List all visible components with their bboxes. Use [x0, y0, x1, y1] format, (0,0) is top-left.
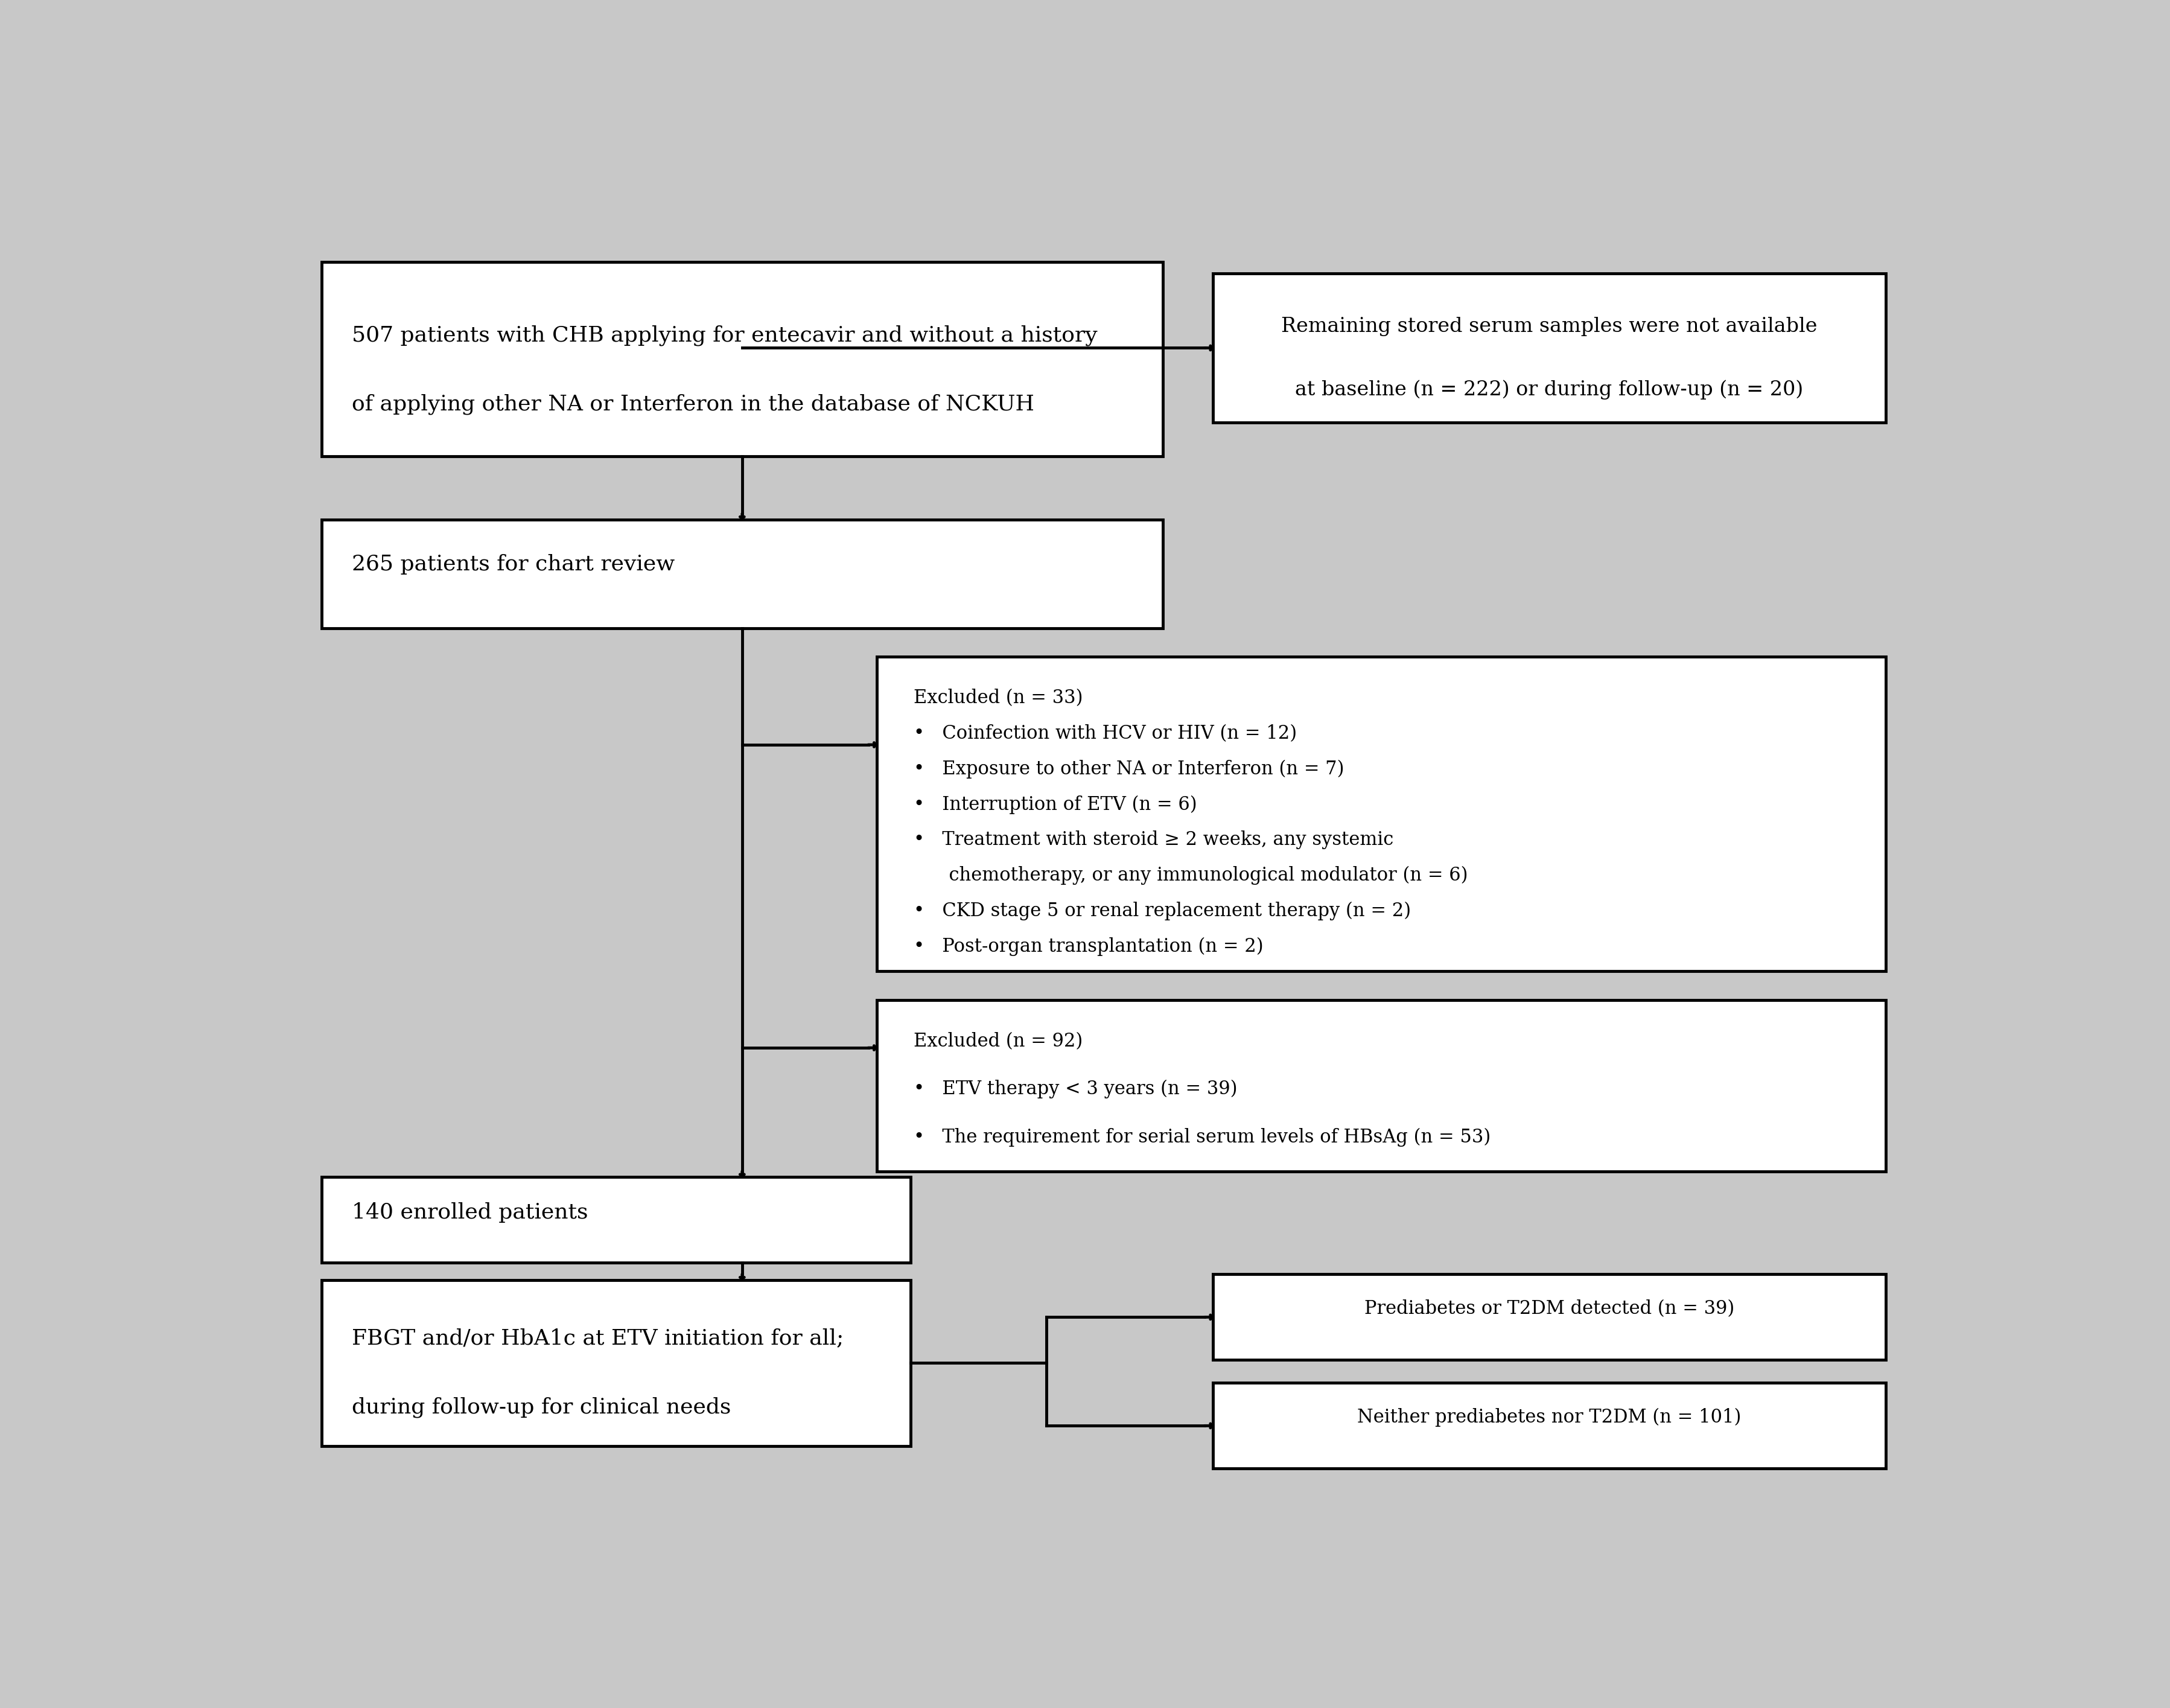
Text: of applying other NA or Interferon in the database of NCKUH: of applying other NA or Interferon in th… [352, 393, 1035, 415]
Text: Excluded (n = 33): Excluded (n = 33) [914, 688, 1083, 707]
Text: •   CKD stage 5 or renal replacement therapy (n = 2): • CKD stage 5 or renal replacement thera… [914, 902, 1410, 921]
Text: Prediabetes or T2DM detected (n = 39): Prediabetes or T2DM detected (n = 39) [1365, 1300, 1734, 1319]
FancyBboxPatch shape [1213, 1274, 1886, 1360]
Text: Excluded (n = 92): Excluded (n = 92) [914, 1032, 1083, 1050]
Text: 507 patients with CHB applying for entecavir and without a history: 507 patients with CHB applying for entec… [352, 325, 1098, 345]
Text: chemotherapy, or any immunological modulator (n = 6): chemotherapy, or any immunological modul… [914, 866, 1467, 885]
Text: •   The requirement for serial serum levels of HBsAg (n = 53): • The requirement for serial serum level… [914, 1127, 1491, 1146]
FancyBboxPatch shape [1213, 1383, 1886, 1469]
Text: •   Interruption of ETV (n = 6): • Interruption of ETV (n = 6) [914, 794, 1198, 815]
FancyBboxPatch shape [321, 1177, 911, 1262]
FancyBboxPatch shape [321, 1279, 911, 1445]
FancyBboxPatch shape [321, 519, 1163, 629]
FancyBboxPatch shape [877, 999, 1886, 1172]
Text: •   Coinfection with HCV or HIV (n = 12): • Coinfection with HCV or HIV (n = 12) [914, 724, 1298, 743]
FancyBboxPatch shape [321, 261, 1163, 456]
Text: Remaining stored serum samples were not available: Remaining stored serum samples were not … [1280, 318, 1818, 336]
FancyBboxPatch shape [877, 656, 1886, 972]
Text: •   Treatment with steroid ≥ 2 weeks, any systemic: • Treatment with steroid ≥ 2 weeks, any … [914, 830, 1393, 849]
Text: •   ETV therapy < 3 years (n = 39): • ETV therapy < 3 years (n = 39) [914, 1079, 1237, 1098]
Text: •   Exposure to other NA or Interferon (n = 7): • Exposure to other NA or Interferon (n … [914, 760, 1343, 779]
Text: FBGT and/or HbA1c at ETV initiation for all;: FBGT and/or HbA1c at ETV initiation for … [352, 1329, 844, 1349]
FancyBboxPatch shape [1213, 273, 1886, 422]
Text: Neither prediabetes nor T2DM (n = 101): Neither prediabetes nor T2DM (n = 101) [1358, 1407, 1740, 1426]
Text: during follow-up for clinical needs: during follow-up for clinical needs [352, 1397, 731, 1418]
Text: •   Post-organ transplantation (n = 2): • Post-organ transplantation (n = 2) [914, 938, 1263, 956]
Text: at baseline (n = 222) or during follow-up (n = 20): at baseline (n = 222) or during follow-u… [1295, 379, 1803, 400]
Text: 265 patients for chart review: 265 patients for chart review [352, 553, 675, 574]
Text: 140 enrolled patients: 140 enrolled patients [352, 1202, 588, 1223]
